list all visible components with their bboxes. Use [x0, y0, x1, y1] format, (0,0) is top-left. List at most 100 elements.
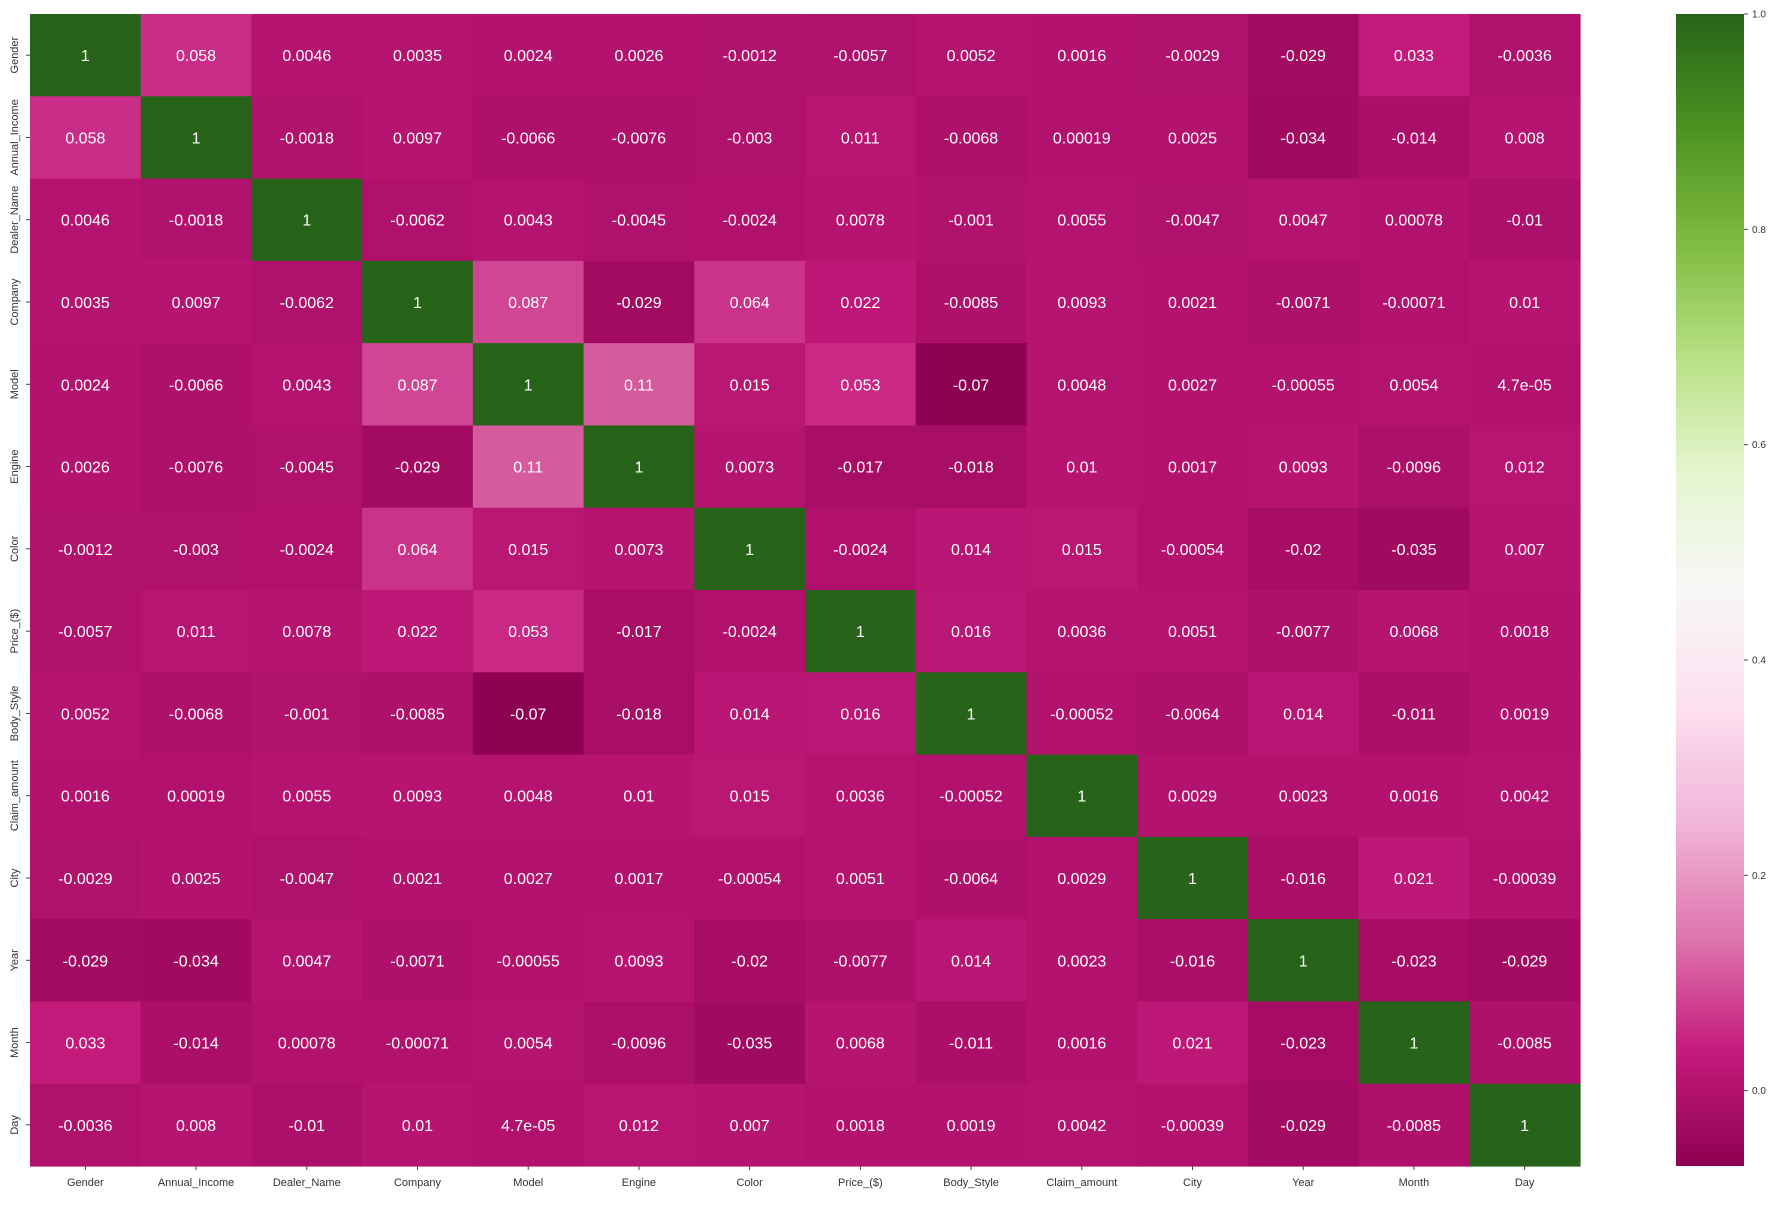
y-axis-ticks: Gender Annual_Income Dealer_Name Company Mod…	[9, 36, 30, 1135]
heatmap-cell-model-company	[362, 343, 474, 427]
heatmap-cell-dealer-name-day	[1469, 178, 1581, 262]
heatmap-cell-color-annual-income	[140, 507, 253, 591]
heatmap-cell-price-gender	[30, 590, 142, 673]
cell-value-label: 0.016	[840, 706, 880, 723]
heatmap-cell-gender-price	[805, 14, 917, 97]
heatmap-cell-city-annual-income	[140, 836, 253, 920]
cell-value-label: -0.0018	[169, 213, 223, 230]
colorbar-tick-label: 0.4	[1752, 655, 1766, 666]
cell-value-label: -0.0066	[169, 377, 223, 394]
heatmap-cell-annual-income-city	[1137, 96, 1249, 180]
cell-value-label: 0.0017	[1168, 460, 1217, 477]
cell-value-label: -0.029	[1502, 953, 1547, 970]
heatmap-cell-year-city	[1137, 919, 1249, 1003]
heatmap-cell-annual-income-annual-income	[140, 96, 253, 180]
cell-value-label: 0.0036	[836, 789, 885, 806]
cell-value-label: -0.0062	[390, 213, 444, 230]
heatmap-cell-body-style-claim-amount	[1026, 672, 1138, 756]
cell-value-label: 0.007	[1505, 542, 1545, 559]
cell-value-label: -0.0036	[1498, 48, 1552, 65]
cell-value-label: -0.0045	[612, 213, 666, 230]
heatmap-cell-city-engine	[583, 836, 695, 920]
heatmap-cell-claim-amount-model	[472, 754, 585, 838]
cell-value-label: 1	[1299, 953, 1308, 970]
y-tick-label-claim-amount: Claim_amount	[9, 760, 21, 831]
cell-value-label: -0.014	[1391, 130, 1436, 147]
x-axis-ticks: Gender Annual_Income Dealer_Name Company Mod…	[67, 1166, 1535, 1189]
cell-value-label: 0.0068	[836, 1036, 885, 1053]
y-tick-label-company: Company	[9, 278, 21, 326]
cell-value-label: 0.0026	[61, 460, 110, 477]
heatmap-cell-gender-city	[1137, 14, 1249, 97]
heatmap-cell-day-city	[1137, 1083, 1249, 1167]
cell-value-label: -0.016	[1170, 953, 1215, 970]
cell-value-label: -0.07	[953, 377, 990, 394]
heatmap-cell-day-year	[1247, 1083, 1360, 1167]
heatmap-cell-price-model	[472, 590, 585, 673]
heatmap-cell-year-day	[1469, 919, 1581, 1003]
heatmap-cell-labels: 1 0.058 0.0046 0.0035 0.0024 0.0026 -0.0012 -0.…	[58, 48, 1556, 1135]
cell-value-label: -0.017	[838, 460, 883, 477]
heatmap-cell-claim-amount-dealer-name	[251, 754, 363, 838]
cell-value-label: 0.0048	[504, 789, 553, 806]
heatmap-cell-body-style-company	[362, 672, 474, 756]
cell-value-label: 0.0047	[282, 953, 331, 970]
cell-value-label: 0.00019	[167, 789, 225, 806]
cell-value-label: 0.11	[624, 377, 654, 394]
heatmap-cell-engine-dealer-name	[251, 425, 363, 509]
cell-value-label: 0.00078	[278, 1036, 336, 1053]
cell-value-label: -0.001	[284, 706, 329, 723]
cell-value-label: 0.0054	[1389, 377, 1438, 394]
heatmap-cell-dealer-name-engine	[583, 178, 695, 262]
heatmap-cell-claim-amount-day	[1469, 754, 1581, 838]
heatmap-cell-price-price	[805, 590, 917, 673]
cell-value-label: 0.0093	[393, 789, 442, 806]
heatmap-cell-gender-month	[1358, 14, 1470, 97]
y-tick-label-annual-income: Annual_Income	[9, 99, 21, 175]
colorbar: 0.0 0.2 0.4 0.6 0.8 1.0	[1676, 10, 1766, 1166]
cell-value-label: -0.0096	[1387, 460, 1441, 477]
cell-value-label: -0.0077	[833, 953, 887, 970]
cell-value-label: 1	[81, 48, 90, 65]
cell-value-label: -0.0085	[944, 295, 998, 312]
y-tick-label-model: Model	[9, 369, 21, 399]
heatmap-cell-color-city	[1137, 507, 1249, 591]
cell-value-label: 0.0017	[614, 871, 663, 888]
cell-value-label: 0.01	[623, 789, 654, 806]
heatmap-cell-price-year	[1247, 590, 1360, 673]
cell-value-label: 0.022	[840, 295, 880, 312]
cell-value-label: -0.011	[1392, 706, 1436, 723]
cell-value-label: 0.014	[730, 706, 770, 723]
heatmap-cell-day-body-style	[915, 1083, 1028, 1167]
cell-value-label: 4.7e-05	[501, 1118, 555, 1135]
heatmap-cell-model-day	[1469, 343, 1581, 427]
y-tick-label-engine: Engine	[9, 449, 21, 483]
cell-value-label: 0.0047	[1279, 213, 1328, 230]
cell-value-label: -0.0047	[280, 871, 334, 888]
heatmap-cell-company-model	[472, 260, 585, 344]
heatmap-cell-model-month	[1358, 343, 1470, 427]
heatmap-cell-day-company	[362, 1083, 474, 1167]
heatmap-cell-color-model	[472, 507, 585, 591]
heatmap-cell-annual-income-color	[694, 96, 806, 180]
heatmap-cell-annual-income-day	[1469, 96, 1581, 180]
heatmap-cell-body-style-dealer-name	[251, 672, 363, 756]
cell-value-label: -0.011	[949, 1036, 993, 1053]
cell-value-label: 0.11	[513, 460, 543, 477]
heatmap-cell-company-price	[805, 260, 917, 344]
cell-value-label: -0.003	[173, 542, 218, 559]
cell-value-label: -0.0024	[280, 542, 334, 559]
cell-value-label: -0.017	[616, 624, 661, 641]
cell-value-label: 0.022	[397, 624, 437, 641]
heatmap-cell-annual-income-dealer-name	[251, 96, 363, 180]
heatmap-cells	[30, 14, 1581, 1167]
cell-value-label: -0.0024	[723, 213, 777, 230]
cell-value-label: 0.014	[951, 542, 991, 559]
cell-value-label: -0.0012	[723, 48, 777, 65]
cell-value-label: 1	[192, 130, 201, 147]
cell-value-label: -0.0024	[833, 542, 887, 559]
heatmap-cell-day-claim-amount	[1026, 1083, 1138, 1167]
cell-value-label: 0.0016	[1057, 48, 1106, 65]
x-tick-label-engine: Engine	[622, 1177, 656, 1189]
cell-value-label: 0.0073	[725, 460, 774, 477]
